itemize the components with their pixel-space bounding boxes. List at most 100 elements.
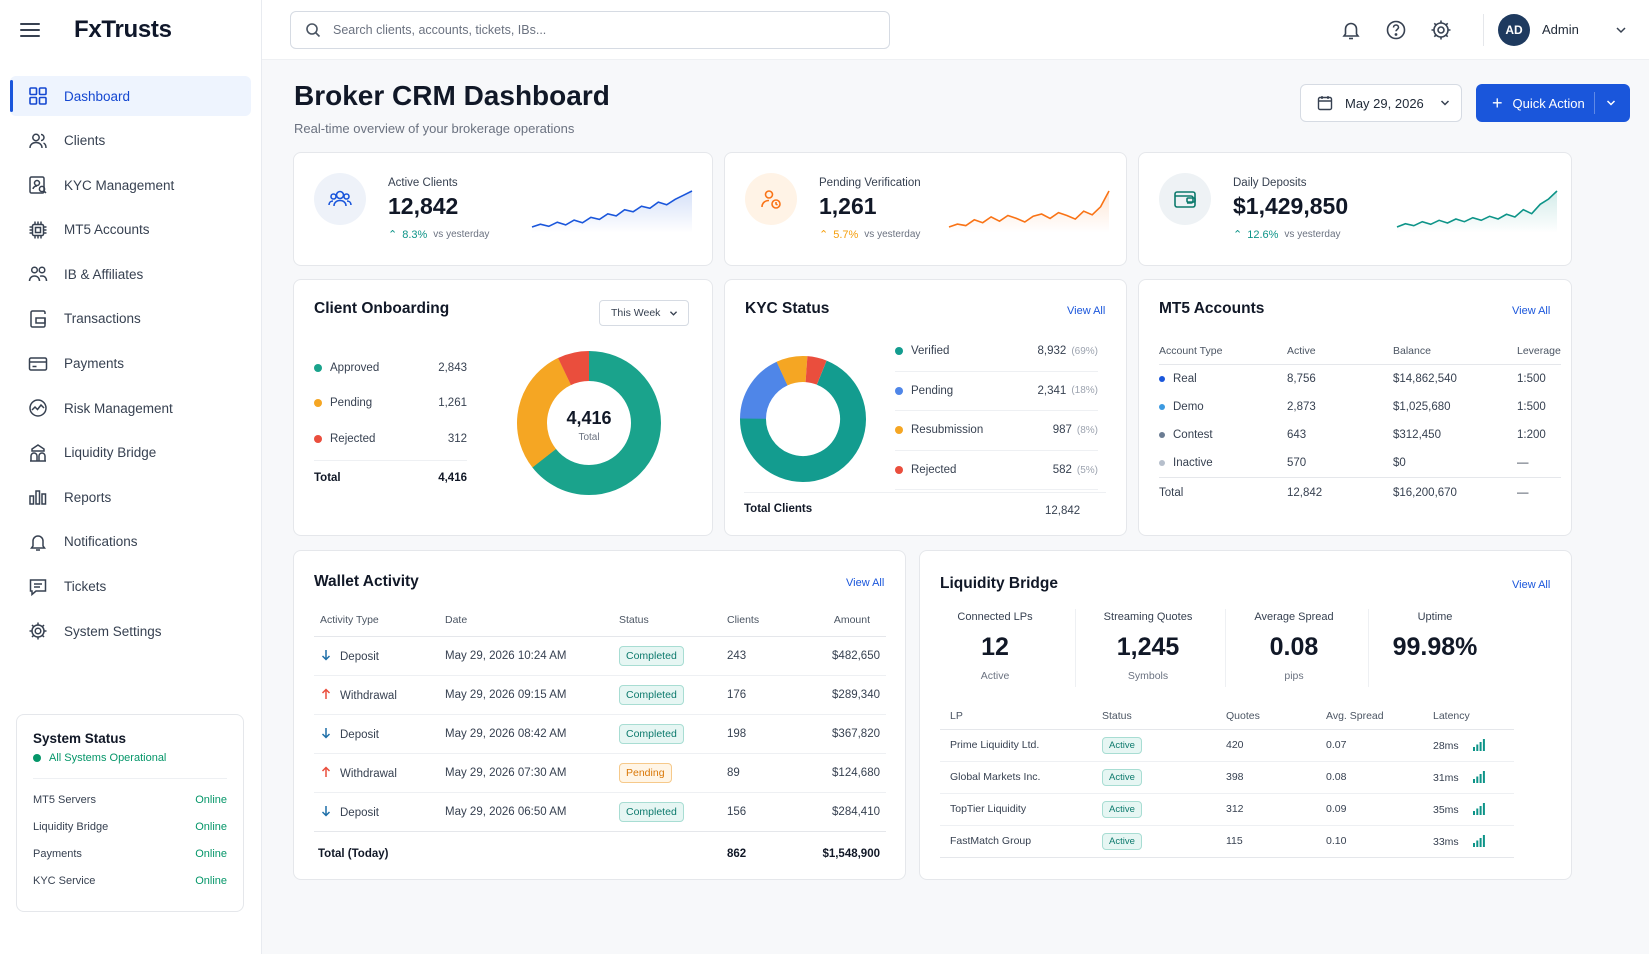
service-name: KYC Service [33, 875, 96, 887]
sidebar-item-label: MT5 Accounts [64, 222, 150, 238]
donut-center: 4,416 Total [552, 408, 626, 443]
stat-label: Daily Deposits [1233, 177, 1307, 189]
sparkline [1396, 190, 1558, 233]
sidebar-item-settings[interactable]: System Settings [10, 611, 251, 651]
lp-name: TopTier Liquidity [950, 803, 1027, 815]
avatar[interactable]: AD [1498, 14, 1530, 46]
menu-icon[interactable] [20, 23, 40, 37]
user-name[interactable]: Admin [1542, 22, 1579, 37]
total-value: 12,842 [1045, 505, 1081, 517]
status-badge: Completed [619, 645, 684, 666]
arrow-down-icon [320, 727, 340, 741]
divider [1483, 14, 1484, 46]
stat-compare: vs yesterday [433, 229, 490, 240]
total-leverage: — [1517, 487, 1529, 500]
divider [1075, 609, 1076, 687]
date-picker[interactable]: May 29, 2026 [1300, 84, 1462, 122]
stat-change-value: 5.7% [833, 228, 859, 241]
view-all-link[interactable]: View All [846, 577, 885, 589]
table-row[interactable]: Global Markets Inc. Active 398 0.08 31ms [940, 761, 1514, 793]
table-row[interactable]: Deposit May 29, 2026 08:42 AM Completed 198… [314, 714, 886, 753]
settings-icon[interactable] [1430, 19, 1452, 41]
card-icon [28, 356, 48, 371]
app-logo: FxTrusts [74, 16, 172, 43]
clients-count: 176 [727, 688, 747, 701]
metric-value: 99.98% [1392, 633, 1478, 661]
sidebar-item-risk[interactable]: Risk Management [10, 388, 251, 428]
view-all-link[interactable]: View All [1512, 579, 1551, 591]
sidebar-item-clients[interactable]: Clients [10, 121, 251, 161]
service-name: Liquidity Bridge [33, 821, 109, 833]
total-label: Total Clients [744, 503, 813, 515]
column-header: Date [445, 614, 468, 627]
gear-icon [29, 622, 47, 640]
active-count: 570 [1287, 456, 1307, 469]
sidebar-item-transactions[interactable]: Transactions [10, 299, 251, 339]
users-icon [314, 173, 366, 225]
sidebar-item-mt5[interactable]: MT5 Accounts [10, 210, 251, 250]
activity-date: May 29, 2026 10:24 AM [445, 649, 567, 662]
legend-dot [895, 466, 903, 475]
system-status-title: System Status [33, 731, 127, 746]
sidebar-item-liquidity[interactable]: Liquidity Bridge [10, 433, 251, 473]
kyc-legend: Verified 8,932 (69%) Pending 2,341 (18%) Res… [895, 332, 1098, 491]
amount: $367,820 [832, 727, 880, 740]
sidebar-item-reports[interactable]: Reports [10, 477, 251, 517]
sidebar-item-kyc[interactable]: KYC Management [10, 165, 251, 205]
table-row[interactable]: Deposit May 29, 2026 10:24 AM Completed 243… [314, 636, 886, 675]
donut-slice-pending [739, 356, 866, 482]
table-row[interactable]: Contest 643 $312,450 1:200 [1159, 421, 1561, 449]
card-title: Liquidity Bridge [940, 575, 1058, 592]
column-header: Status [619, 614, 649, 627]
quotes: 398 [1226, 771, 1244, 783]
account-type: Real [1173, 372, 1197, 385]
search-box[interactable] [290, 11, 890, 49]
bar-chart-icon [29, 490, 47, 506]
sidebar-item-label: Clients [64, 133, 106, 149]
amount: $124,680 [832, 766, 880, 779]
quick-action-button[interactable]: + Quick Action [1476, 84, 1630, 122]
table-row[interactable]: Demo 2,873 $1,025,680 1:500 [1159, 393, 1561, 421]
sidebar-item-ib[interactable]: IB & Affiliates [10, 254, 251, 294]
sidebar-item-tickets[interactable]: Tickets [10, 567, 251, 607]
legend-value: 582 [1052, 464, 1072, 477]
logo-row: FxTrusts [0, 0, 261, 60]
sidebar-item-payments[interactable]: Payments [10, 344, 251, 384]
legend-label: Pending [330, 397, 373, 410]
search-input[interactable] [333, 23, 853, 37]
leverage: — [1517, 456, 1529, 469]
bell-icon[interactable] [1340, 19, 1362, 41]
stat-value: 12,842 [388, 193, 459, 219]
sidebar-item-notifications[interactable]: Notifications [10, 522, 251, 562]
table-row[interactable]: Prime Liquidity Ltd. Active 420 0.07 28ms [940, 729, 1514, 761]
table-total-row: Total (Today) 862 $1,548,900 [314, 831, 886, 877]
table-row[interactable]: TopTier Liquidity Active 312 0.09 35ms [940, 793, 1514, 825]
table-row[interactable]: Withdrawal May 29, 2026 09:15 AM Completed… [314, 675, 886, 714]
legend-percent: (18%) [1071, 385, 1098, 397]
leverage: 1:500 [1517, 401, 1546, 413]
column-header: Clients [727, 614, 760, 627]
quotes: 312 [1226, 803, 1244, 815]
activity-type: Deposit [340, 650, 379, 663]
sidebar-item-label: Payments [64, 356, 125, 372]
period-select[interactable]: This Week [599, 300, 689, 326]
chevron-down-icon[interactable] [1615, 25, 1627, 35]
legend-row: Pending 2,341 (18%) [895, 372, 1098, 412]
view-all-link[interactable]: View All [1512, 305, 1551, 317]
help-icon[interactable] [1385, 19, 1407, 41]
table-row[interactable]: FastMatch Group Active 115 0.10 33ms [940, 825, 1514, 857]
view-all-link[interactable]: View All [1067, 305, 1106, 317]
sidebar-item-dashboard[interactable]: Dashboard [10, 76, 251, 116]
metric-sub: Symbols [1127, 670, 1169, 682]
divider [1225, 609, 1226, 687]
status-badge: Active [1102, 800, 1142, 818]
legend-total: Total 4,416 [314, 459, 467, 495]
table-row[interactable]: Inactive 570 $0 — [1159, 449, 1561, 477]
column-header: Status [1102, 709, 1132, 722]
table-row[interactable]: Real 8,756 $14,862,540 1:500 [1159, 364, 1561, 393]
table-row[interactable]: Withdrawal May 29, 2026 07:30 AM Pending 89… [314, 753, 886, 792]
table-row[interactable]: Deposit May 29, 2026 06:50 AM Completed 156… [314, 792, 886, 831]
column-header: Active [1287, 344, 1316, 357]
status-badge: Completed [619, 723, 684, 744]
legend-dot [895, 347, 903, 356]
